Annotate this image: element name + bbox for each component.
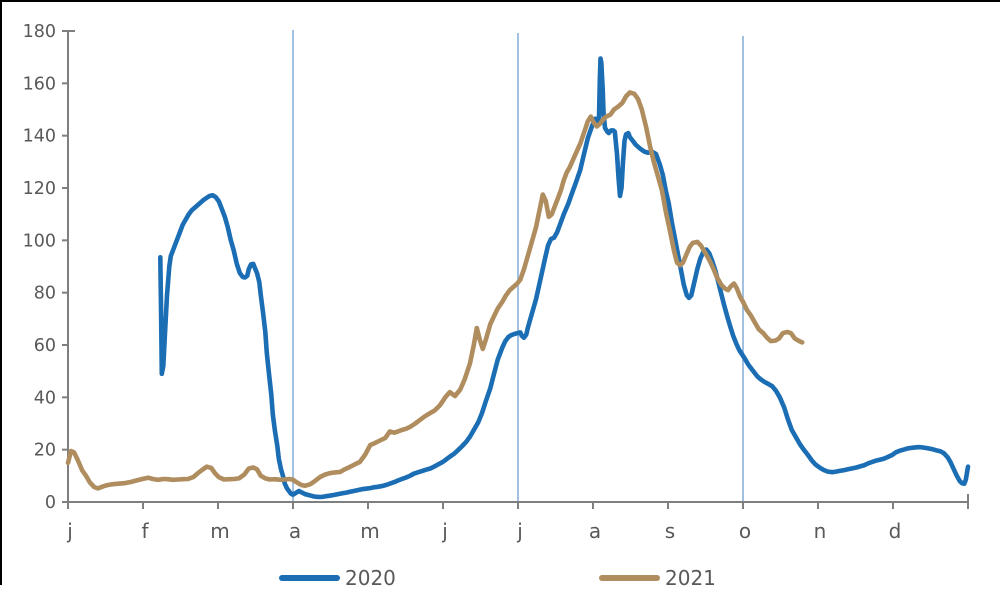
- y-axis-label-0: 0: [45, 493, 56, 513]
- y-axis-label-100: 100: [23, 231, 56, 251]
- legend-label-2021: 2021: [665, 566, 716, 590]
- x-axis-label-0: j: [66, 519, 73, 543]
- series-lines: [65, 56, 971, 500]
- axis-labels: 0 20 40 60 80 100 120 140 160 180 j f m a m j j a s o n d: [23, 22, 902, 543]
- y-axis-label-40: 40: [34, 388, 56, 408]
- y-axis-label-20: 20: [34, 441, 56, 461]
- x-axis-label-9: o: [739, 519, 751, 543]
- x-axis-label-2: m: [210, 519, 229, 543]
- y-axis-label-60: 60: [34, 336, 56, 356]
- series-line-2020: [158, 56, 971, 500]
- series-line-2021: [65, 90, 805, 491]
- x-axis-label-11: d: [889, 519, 902, 543]
- x-axis-label-7: a: [589, 519, 601, 543]
- x-axis-label-1: f: [141, 519, 149, 543]
- x-axis-label-3: a: [289, 519, 301, 543]
- legend-label-2020: 2020: [345, 566, 396, 590]
- x-axis-label-6: j: [516, 519, 523, 543]
- vertical-gridlines: [292, 30, 744, 502]
- x-axis-label-4: m: [360, 519, 379, 543]
- y-axis-label-80: 80: [34, 284, 56, 304]
- y-axis-label-160: 160: [23, 74, 56, 94]
- legend: 2020 2021: [279, 566, 716, 590]
- y-axis-label-140: 140: [23, 127, 56, 147]
- y-axis-label-180: 180: [23, 22, 56, 42]
- x-axis-label-10: n: [814, 519, 827, 543]
- axes: [62, 30, 969, 509]
- x-axis-label-8: s: [665, 519, 675, 543]
- x-axis-label-5: j: [441, 519, 448, 543]
- y-axis-label-120: 120: [23, 179, 56, 199]
